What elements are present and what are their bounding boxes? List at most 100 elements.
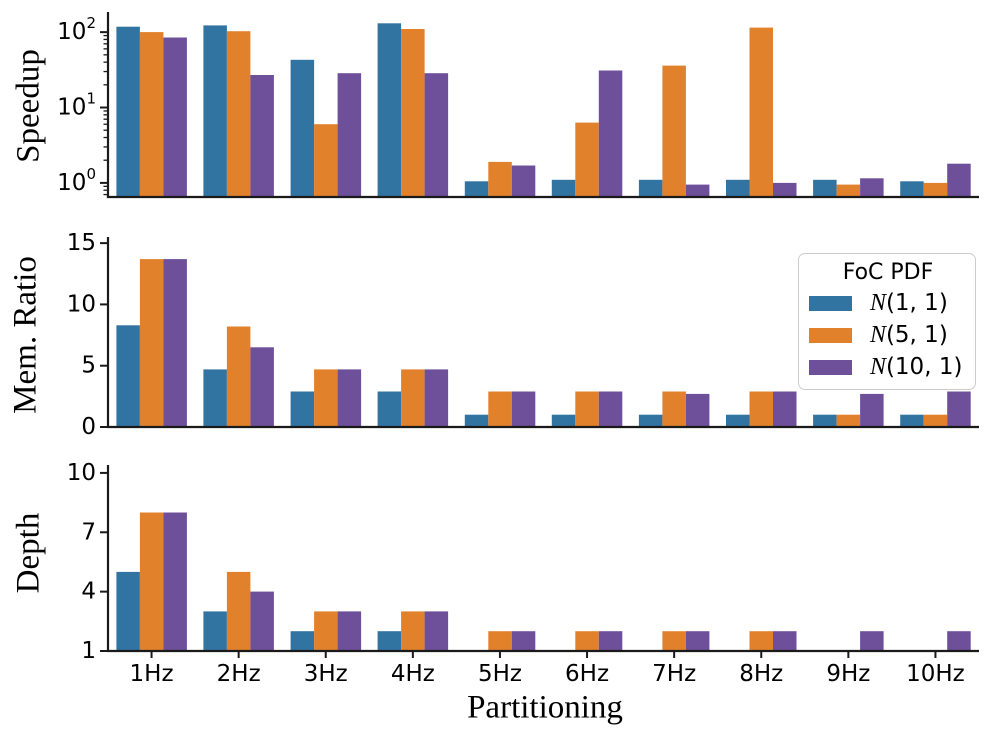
mathcal-n: N [870,322,886,348]
x-tick-label-6Hz: 6Hz [565,661,609,687]
x-tick-label-7Hz: 7Hz [652,661,696,687]
bar-10Hz-series1 [923,414,948,427]
mathcal-n: N [870,290,886,317]
bar-10Hz-series0 [900,181,924,197]
subplot-depth: 1 4 7 10 1Hz 2Hz 3Hz 4Hz 5Hz 6Hz 7Hz 8Hz 9Hz 10Hz [67,460,979,687]
subplot-mem-ratio: 0 5 10 15 [67,230,979,440]
bar-9Hz-series0 [813,179,837,197]
bar-1Hz-series1 [139,512,164,651]
x-tick-label-4Hz: 4Hz [391,661,435,687]
bar-1Hz-series2 [163,259,187,427]
bar-4Hz-series0 [377,391,402,427]
bar-9Hz-series0 [813,414,837,427]
bar-3Hz-series0 [290,59,315,197]
legend-swatch-n-10-1 [809,359,852,375]
bar-4Hz-series1 [401,29,425,197]
bar-2Hz-series2 [250,347,274,427]
bar-4Hz-series1 [401,369,425,427]
bar-1Hz-series0 [116,325,140,427]
bar-3Hz-series1 [314,124,338,197]
bar-5Hz-series1 [488,161,512,197]
y-tick-label: 5 [81,353,96,379]
y-tick-label: 101 [57,90,96,121]
bar-7Hz-series0 [638,414,663,427]
y-tick-label: 1 [81,638,96,664]
bar-7Hz-series2 [685,184,710,197]
bar-6Hz-series0 [551,414,576,427]
bar-7Hz-series1 [662,391,686,427]
bar-1Hz-series1 [139,32,164,197]
y-tick-label: 15 [67,230,96,256]
x-axis: 1Hz 2Hz 3Hz 4Hz 5Hz 6Hz 7Hz 8Hz 9Hz 10Hz [130,651,965,687]
bar-5Hz-series0 [464,181,489,197]
bar-7Hz-series1 [662,65,686,197]
bar-8Hz-series2 [773,391,797,427]
bar-2Hz-series0 [203,369,227,427]
bar-3Hz-series0 [290,631,315,651]
x-tick-label-5Hz: 5Hz [478,661,522,687]
x-tick-label-2Hz: 2Hz [217,661,261,687]
bar-3Hz-series1 [314,611,338,651]
bar-8Hz-series0 [726,179,750,197]
y-axis-mem-ratio: 0 5 10 15 [67,230,108,440]
bar-5Hz-series1 [488,391,512,427]
legend-label-n-1-1: N(1, 1) [870,290,948,317]
y-tick-label: 10 [67,291,96,317]
bar-5Hz-series1 [488,631,512,651]
bar-10Hz-series2 [947,631,971,651]
y-axis-speedup: 100 101 102 [57,14,108,196]
bar-5Hz-series2 [511,631,536,651]
bar-1Hz-series0 [116,571,140,651]
bar-8Hz-series1 [749,391,773,427]
bar-1Hz-series1 [139,259,164,427]
bar-3Hz-series2 [337,611,362,651]
bar-1Hz-series2 [163,37,187,197]
bar-4Hz-series0 [377,23,402,197]
bar-4Hz-series2 [424,369,449,427]
bar-8Hz-series2 [773,182,797,197]
legend-title: FoC PDF [842,260,934,285]
bar-8Hz-series1 [749,27,773,197]
y-tick-label: 100 [57,165,96,196]
bar-6Hz-series2 [598,391,623,427]
bar-2Hz-series0 [203,25,227,198]
bars-mem-ratio [116,259,971,427]
bar-3Hz-series2 [337,369,362,427]
bar-6Hz-series2 [598,70,623,197]
bars-depth [116,512,971,651]
bar-10Hz-series2 [947,391,971,427]
y-axis-depth: 1 4 7 10 [67,460,108,664]
bar-9Hz-series1 [836,184,861,197]
legend-swatch-n-5-1 [809,328,852,343]
bar-5Hz-series2 [511,165,536,197]
bar-10Hz-series2 [947,163,971,197]
legend-label-n-5-1: N(5, 1) [870,322,948,348]
bar-2Hz-series1 [226,31,251,198]
bar-4Hz-series0 [377,631,402,651]
bar-2Hz-series1 [226,326,251,427]
bar-1Hz-series0 [116,26,140,198]
bar-2Hz-series2 [250,591,274,651]
bar-3Hz-series0 [290,391,315,427]
x-tick-label-9Hz: 9Hz [826,661,870,687]
legend-swatch-n-1-1 [809,296,852,312]
legend-entry: N(10, 1) [809,351,967,383]
legend-label-n-10-1: N(10, 1) [870,353,963,380]
y-axis-label-speedup: Speedup [10,49,47,163]
y-tick-label: 0 [81,414,96,440]
y-tick-label: 4 [81,579,96,605]
bar-5Hz-series0 [464,414,489,427]
bar-8Hz-series1 [749,631,773,651]
x-tick-label-10Hz: 10Hz [906,661,965,687]
bar-10Hz-series0 [900,414,924,427]
bar-9Hz-series2 [860,631,884,651]
bar-3Hz-series1 [314,369,338,427]
bar-6Hz-series1 [575,122,599,197]
x-tick-label-1Hz: 1Hz [130,661,174,687]
y-axis-label-mem-ratio: Mem. Ratio [7,256,44,414]
bar-2Hz-series1 [226,571,251,651]
bar-8Hz-series0 [726,414,750,427]
bar-9Hz-series1 [836,414,861,427]
subplot-speedup: 100 101 102 [57,12,979,199]
